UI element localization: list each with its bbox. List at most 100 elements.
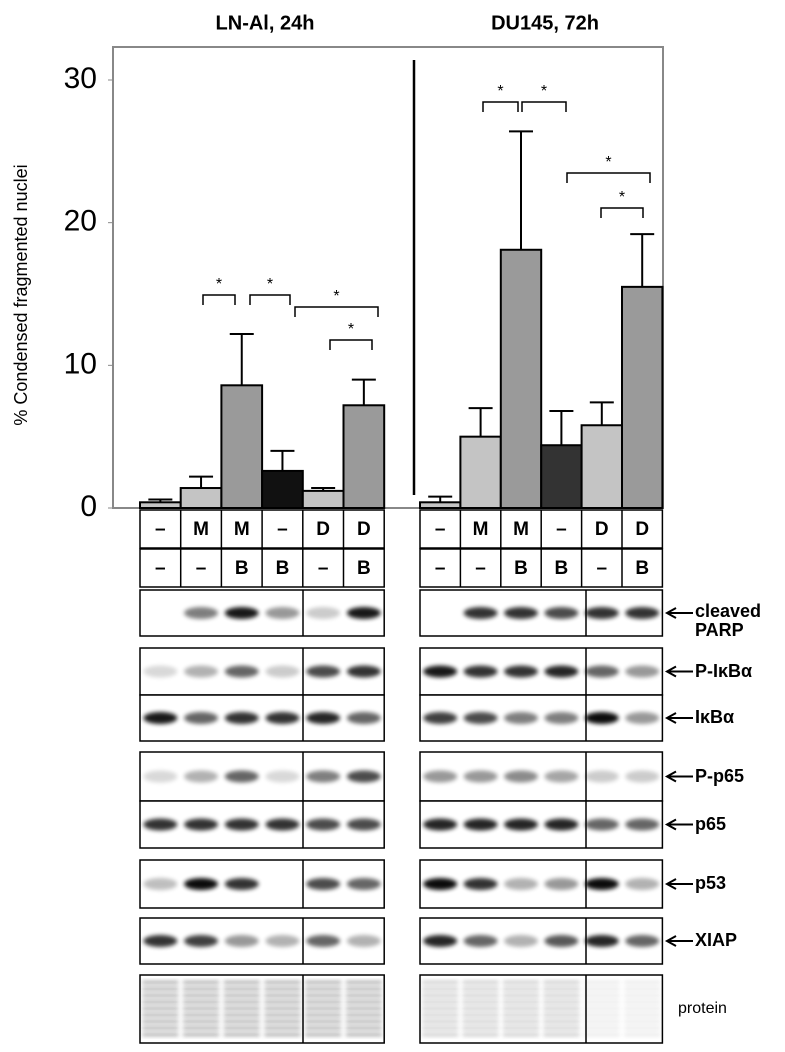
blot-band [544, 818, 579, 831]
protein-stripe [223, 1020, 260, 1023]
protein-stripe [183, 981, 220, 984]
protein-stripe [462, 1007, 499, 1010]
blot-band [143, 770, 178, 783]
blot-band [224, 935, 259, 947]
bar [220, 384, 264, 510]
protein-stripe [223, 994, 260, 997]
blot-panel [139, 917, 385, 965]
protein-stripe [183, 1026, 220, 1030]
blot-band [265, 770, 300, 783]
blot-frame [419, 859, 664, 909]
protein-stripe [142, 994, 179, 997]
blot-band [584, 878, 619, 890]
blot-band [625, 818, 660, 831]
blot-band [224, 712, 259, 724]
condition-label: – [597, 558, 608, 579]
blot-band [265, 712, 300, 724]
blot-band [625, 607, 660, 619]
protein-stripe [543, 987, 580, 991]
blot-band [265, 935, 300, 947]
protein-stripe [142, 1013, 179, 1017]
protein-stripe [543, 994, 580, 997]
protein-stripe [543, 1000, 580, 1004]
blot-frame [419, 974, 664, 1044]
blot-band [544, 712, 579, 724]
protein-stripe [345, 1013, 382, 1017]
blot-band [184, 818, 219, 831]
significance-mark: * [333, 288, 339, 305]
protein-stripe [543, 1007, 580, 1010]
blot-band [504, 712, 538, 724]
blot-band [504, 770, 538, 783]
protein-stripe [422, 1026, 459, 1030]
blot-label: p65 [695, 813, 727, 834]
blot-band [184, 770, 219, 783]
condition-label: – [435, 519, 446, 540]
condition-label: B [555, 558, 569, 579]
protein-stripe [305, 994, 342, 997]
panel-title: LN-Al, 24h [216, 12, 315, 34]
protein-stripe [462, 1033, 499, 1036]
protein-stripe [345, 987, 382, 991]
protein-stripe [183, 1007, 220, 1010]
blot-panel [139, 751, 385, 802]
protein-stripe [305, 1013, 342, 1017]
blot-band [423, 770, 458, 783]
protein-stripe [305, 987, 342, 991]
blot-panel [139, 800, 385, 849]
condition-label: – [155, 519, 166, 540]
protein-stripe [624, 994, 661, 997]
blot-frame [419, 694, 664, 742]
protein-stripe [624, 987, 661, 991]
condition-label: – [475, 558, 486, 579]
blot-panel [419, 647, 664, 696]
blot-band [463, 770, 498, 783]
protein-stripe [422, 1033, 459, 1036]
arrow [664, 607, 693, 619]
protein-stripe [345, 1020, 382, 1023]
protein-stripe [142, 987, 179, 991]
blot-band [346, 878, 381, 890]
protein-stripe [183, 994, 220, 997]
blot-frame [139, 800, 385, 849]
bar [139, 501, 182, 510]
arrow [664, 878, 693, 890]
y-axis-label: % Condensed fragmented nuclei [11, 164, 31, 425]
bar [621, 285, 664, 509]
protein-stripe [422, 1020, 459, 1023]
bar [540, 444, 583, 509]
bar [580, 424, 623, 509]
protein-stripe [223, 1026, 260, 1030]
condition-label: – [318, 558, 329, 579]
blot-band [265, 665, 300, 678]
protein-stripe [183, 1013, 220, 1017]
significance-mark: * [541, 83, 547, 100]
protein-stripe [624, 981, 661, 984]
blot-band [306, 665, 341, 678]
protein-stripe [264, 1000, 301, 1004]
blot-band [346, 818, 381, 831]
blot-frame [139, 647, 385, 696]
protein-stripe [142, 1020, 179, 1023]
blot-band [584, 712, 619, 724]
blot-band [224, 770, 259, 783]
condition-label: M [473, 519, 489, 540]
condition-label: – [556, 519, 567, 540]
protein-stripe [624, 1026, 661, 1030]
condition-label: B [235, 558, 249, 579]
y-tick-label: 20 [64, 205, 97, 238]
protein-stripe [583, 1007, 620, 1010]
blot-band [306, 770, 341, 783]
condition-label: M [193, 519, 209, 540]
blot-band [463, 878, 498, 890]
condition-label: – [277, 519, 288, 540]
bar [179, 487, 223, 510]
significance-bracket [566, 172, 651, 183]
blot-panel [419, 751, 664, 802]
blot-label: cleaved PARP [695, 601, 762, 640]
blot-label: protein [678, 1000, 727, 1017]
blot-band [265, 818, 300, 831]
protein-stripe [624, 1020, 661, 1023]
arrow [664, 712, 693, 724]
